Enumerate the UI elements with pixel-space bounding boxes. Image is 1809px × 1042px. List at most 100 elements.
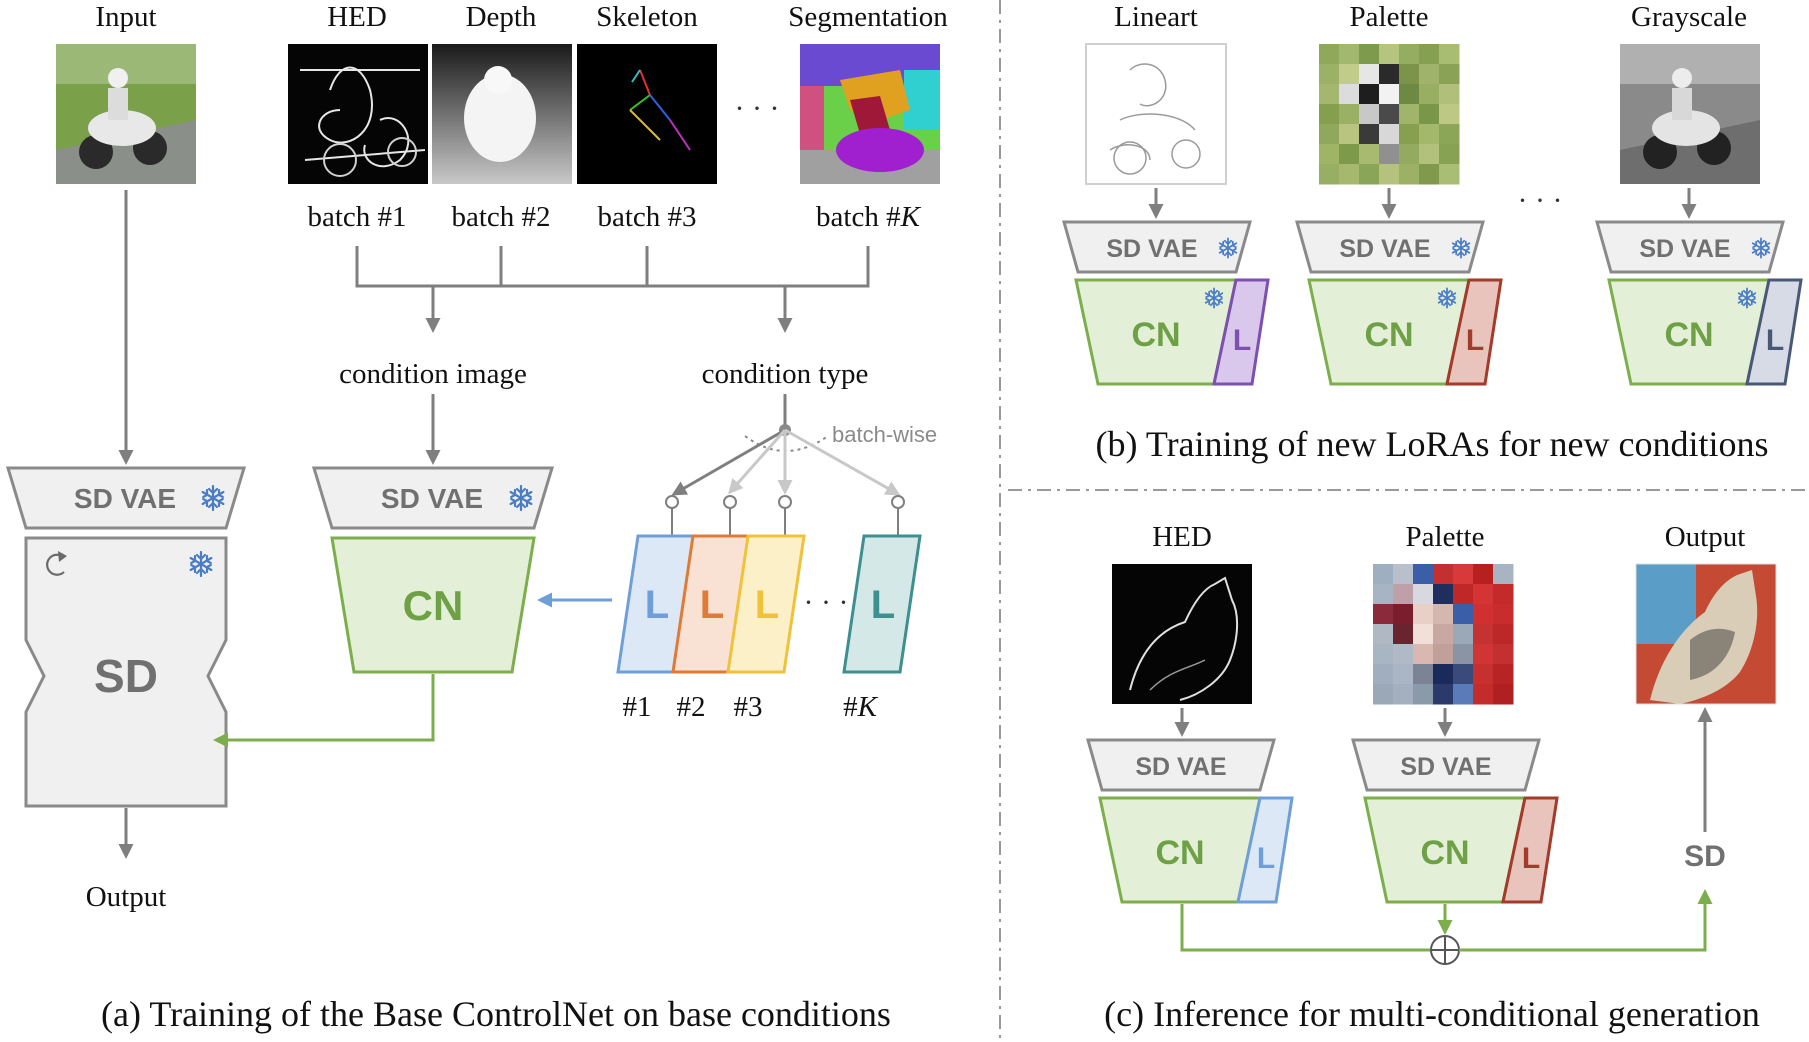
- palette-cell: [1393, 564, 1414, 585]
- palette-cell: [1373, 564, 1394, 585]
- sd-vae-condition: [311, 466, 555, 530]
- cn-palette-c-label: CN: [1420, 834, 1469, 872]
- cn-lineart-label: CN: [1131, 316, 1180, 354]
- palette-cell: [1393, 604, 1414, 625]
- palette-cell: [1393, 664, 1414, 685]
- lora-k-index: #K: [843, 691, 879, 723]
- lora-lineart: [1212, 278, 1270, 386]
- hed-label: HED: [327, 1, 387, 33]
- palette-cell: [1379, 144, 1400, 165]
- lora-3-letter: L: [755, 583, 779, 627]
- palette-cell: [1413, 624, 1434, 645]
- switch-to-lora-1: [671, 428, 786, 496]
- refresh-icon-head: [58, 551, 67, 562]
- panel-a: Input HED Depth Skeleton Segmentation: [5, 1, 948, 1034]
- palette-pipeline: SD VAE CN L: [1295, 220, 1503, 386]
- sd-vae-palette: [1295, 220, 1485, 274]
- palette-cell: [1319, 164, 1340, 185]
- cn-hed-c-label: CN: [1155, 834, 1204, 872]
- lora-hed-c-letter: L: [1257, 842, 1275, 875]
- sd-vae-palette-label: SD VAE: [1339, 235, 1430, 263]
- palette-cell: [1433, 644, 1454, 665]
- palette-cell: [1373, 664, 1394, 685]
- palette-cell: [1379, 84, 1400, 105]
- palette-cell: [1453, 664, 1474, 685]
- palette-cell: [1373, 644, 1394, 665]
- skeleton-label: Skeleton: [596, 1, 698, 33]
- images-ellipsis: · · ·: [735, 92, 780, 125]
- palette-cell: [1439, 84, 1460, 105]
- condition-type-label: condition type: [702, 358, 869, 390]
- grayscale-label: Grayscale: [1631, 1, 1747, 33]
- palette-cell: [1413, 664, 1434, 685]
- palette-cell: [1373, 684, 1394, 705]
- palette-cell: [1453, 644, 1474, 665]
- lora-1-letter: L: [645, 583, 669, 627]
- palette-cell: [1339, 124, 1360, 145]
- palette-cell: [1339, 164, 1360, 185]
- palette-cell: [1319, 44, 1340, 65]
- caption-c: (c) Inference for multi-conditional gene…: [1104, 994, 1760, 1034]
- palette-cell: [1453, 684, 1474, 705]
- palette-cell: [1433, 564, 1454, 585]
- palette-cell: [1359, 64, 1380, 85]
- palette-cell: [1399, 84, 1420, 105]
- palette-cell: [1493, 564, 1514, 585]
- palette-cell: [1413, 604, 1434, 625]
- palette-cell: [1359, 164, 1380, 185]
- output-painting: [1635, 563, 1777, 705]
- lora-2-index: #2: [677, 691, 706, 723]
- panel-c: HED Palette Output SD VAE CN L: [1086, 521, 1777, 1034]
- palette-cell: [1339, 64, 1360, 85]
- palette-cell: [1319, 64, 1340, 85]
- palette-cell: [1359, 104, 1380, 125]
- palette-cell: [1453, 584, 1474, 605]
- batch-bracket: [355, 246, 870, 288]
- sd-label-c: SD: [1684, 840, 1726, 873]
- sd-vae-lineart: [1062, 220, 1252, 274]
- lora-pins: [665, 495, 905, 536]
- batch-1-label: batch #1: [307, 201, 406, 233]
- palette-cell: [1399, 164, 1420, 185]
- palette-cell: [1433, 604, 1454, 625]
- sd-vae-condition-label: SD VAE: [381, 483, 483, 514]
- switch-to-lora-2: [728, 429, 787, 495]
- palette-image-c: [1373, 564, 1514, 705]
- palette-cell: [1379, 44, 1400, 65]
- palette-cell: [1399, 104, 1420, 125]
- palette-cell: [1453, 624, 1474, 645]
- palette-cell: [1413, 564, 1434, 585]
- palette-cell: [1473, 664, 1494, 685]
- palette-cell: [1493, 584, 1514, 605]
- palette-cell: [1359, 144, 1380, 165]
- lora-palette-c-letter: L: [1522, 842, 1540, 875]
- condition-image-label: condition image: [339, 358, 527, 390]
- switch-to-lora-k: [784, 428, 901, 496]
- palette-cell: [1493, 604, 1514, 625]
- input-label: Input: [95, 1, 156, 33]
- hed-wolf-image: [1112, 564, 1252, 704]
- palette-cell: [1399, 44, 1420, 65]
- palette-cell: [1473, 684, 1494, 705]
- palette-cell: [1393, 584, 1414, 605]
- hed-label-c: HED: [1152, 521, 1212, 553]
- palette-cell: [1379, 104, 1400, 125]
- batch-2-label: batch #2: [451, 201, 550, 233]
- lora-palette-letter: L: [1466, 324, 1484, 357]
- batch-3-label: batch #3: [597, 201, 696, 233]
- palette-cell: [1413, 584, 1434, 605]
- lineart-image: [1085, 43, 1227, 185]
- palette-cell: [1319, 104, 1340, 125]
- cn-grayscale-label: CN: [1664, 316, 1713, 354]
- palette-cell: [1339, 144, 1360, 165]
- palette-cell: [1419, 104, 1440, 125]
- palette-cell: [1493, 664, 1514, 685]
- palette-cell: [1399, 144, 1420, 165]
- palette-cell: [1473, 624, 1494, 645]
- palette-cell: [1493, 684, 1514, 705]
- refresh-icon: [46, 553, 65, 576]
- sd-vae-palette-c-label: SD VAE: [1400, 753, 1491, 781]
- batch-k-label: batch #K: [816, 201, 922, 233]
- palette-cell: [1339, 84, 1360, 105]
- palette-cell: [1439, 144, 1460, 165]
